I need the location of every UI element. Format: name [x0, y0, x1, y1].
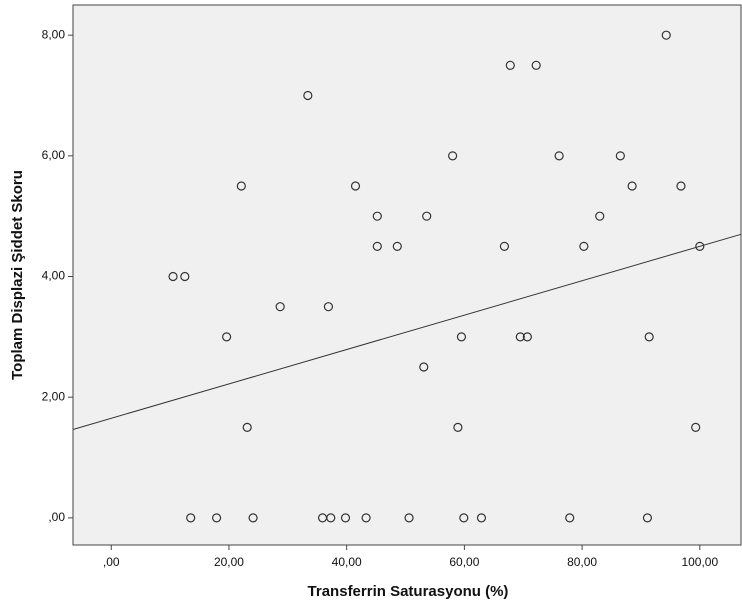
- x-axis-title: Transferrin Saturasyonu (%): [308, 583, 509, 600]
- x-tick-label: 80,00: [567, 555, 597, 569]
- point: [615, 151, 625, 161]
- point: [323, 302, 334, 312]
- point: [456, 332, 467, 342]
- point: [505, 60, 515, 70]
- point: [691, 422, 701, 432]
- point: [476, 513, 487, 523]
- x-tick-label: 20,00: [214, 555, 244, 569]
- point: [186, 513, 196, 523]
- point: [222, 332, 232, 342]
- point: [676, 181, 686, 191]
- x-tick-label: 60,00: [449, 555, 479, 569]
- point: [453, 422, 463, 432]
- point: [522, 332, 532, 342]
- point: [448, 151, 458, 161]
- point: [180, 271, 190, 282]
- point: [565, 513, 575, 523]
- point: [644, 332, 654, 342]
- y-tick-label: 6,00: [42, 148, 66, 162]
- point: [404, 513, 414, 523]
- point: [303, 90, 313, 101]
- point: [372, 211, 382, 221]
- point: [499, 241, 510, 251]
- point: [515, 332, 525, 342]
- point: [459, 513, 469, 523]
- point: [627, 181, 637, 191]
- x-tick-label: ,00: [103, 555, 120, 569]
- point: [212, 513, 222, 523]
- y-tick-label: 4,00: [42, 269, 66, 283]
- point: [579, 241, 589, 251]
- x-tick-label: 40,00: [332, 555, 362, 569]
- plot-area: [72, 4, 742, 546]
- fit-line: [72, 233, 742, 430]
- point: [372, 241, 382, 251]
- point: [275, 302, 285, 312]
- point: [248, 513, 258, 523]
- point: [595, 211, 605, 221]
- point: [419, 362, 429, 372]
- point: [242, 422, 252, 432]
- point: [642, 513, 653, 523]
- point: [695, 241, 705, 251]
- point: [392, 241, 402, 251]
- point: [361, 513, 371, 523]
- point: [340, 513, 351, 523]
- y-tick-label: 2,00: [42, 389, 66, 403]
- point: [554, 151, 564, 161]
- y-axis-title: Toplam Displazi Şiddet Skoru: [9, 170, 26, 380]
- point: [168, 271, 178, 282]
- point: [661, 30, 671, 40]
- point: [350, 181, 361, 191]
- y-tick-label: ,00: [48, 510, 65, 524]
- x-tick-label: 100,00: [681, 555, 718, 569]
- point: [422, 211, 432, 221]
- point: [531, 60, 541, 70]
- y-tick-label: 8,00: [42, 27, 66, 41]
- point: [236, 181, 246, 191]
- point: [326, 513, 336, 523]
